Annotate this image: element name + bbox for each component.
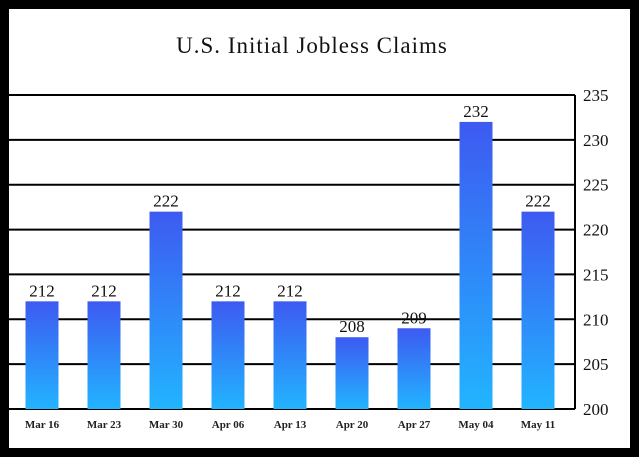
bar-may-04 xyxy=(459,121,493,410)
x-tick-label: Apr 13 xyxy=(274,419,307,431)
data-label: 212 xyxy=(215,281,241,300)
chart-frame: U.S. Initial Jobless Claims 200 205 210 215… xyxy=(9,9,630,448)
data-label: 222 xyxy=(525,192,551,211)
bar-apr-20 xyxy=(335,337,369,409)
y-tick-label: 205 xyxy=(583,355,609,374)
bar-chart: U.S. Initial Jobless Claims 200 205 210 215… xyxy=(9,33,609,431)
bar-mar-23 xyxy=(87,301,121,409)
bar-mar-30 xyxy=(149,211,183,409)
data-label: 222 xyxy=(153,192,179,211)
data-label: 232 xyxy=(463,102,489,121)
data-label: 208 xyxy=(339,317,365,336)
data-label: 212 xyxy=(277,281,303,300)
bar-apr-06 xyxy=(211,301,245,409)
y-tick-label: 230 xyxy=(583,131,609,150)
y-tick-label: 215 xyxy=(583,265,609,284)
chart-title: U.S. Initial Jobless Claims xyxy=(176,33,448,58)
x-tick-label: May 11 xyxy=(521,419,556,431)
bar-apr-27 xyxy=(397,328,431,409)
x-tick-label: Mar 23 xyxy=(87,419,122,431)
x-tick-label: Mar 30 xyxy=(149,419,184,431)
x-tick-label: Mar 16 xyxy=(25,419,60,431)
data-label: 212 xyxy=(29,281,55,300)
bar-apr-13 xyxy=(273,301,307,409)
y-tick-label: 225 xyxy=(583,176,609,195)
bar-may-11 xyxy=(521,211,555,409)
y-tick-label: 210 xyxy=(583,310,609,329)
data-label: 212 xyxy=(91,281,117,300)
x-tick-label: Apr 27 xyxy=(398,419,431,431)
y-tick-label: 220 xyxy=(583,221,609,240)
y-tick-label: 235 xyxy=(583,86,609,105)
x-tick-label: Apr 20 xyxy=(336,419,369,431)
data-label: 209 xyxy=(401,308,427,327)
x-tick-label: Apr 06 xyxy=(212,419,245,431)
x-tick-label: May 04 xyxy=(458,419,494,431)
bar-mar-16 xyxy=(25,301,59,409)
y-tick-label: 200 xyxy=(583,400,609,419)
